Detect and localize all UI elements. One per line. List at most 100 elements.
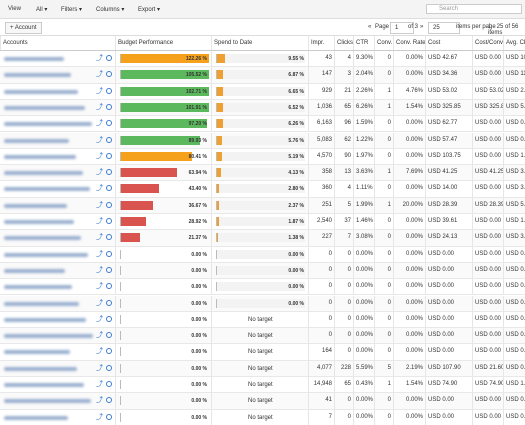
account-cell: ⤴ xyxy=(0,344,115,359)
chart-icon[interactable]: ⤴ xyxy=(96,250,103,258)
settings-icon[interactable] xyxy=(106,283,112,290)
settings-icon[interactable] xyxy=(106,413,112,420)
cell: USD 3. xyxy=(503,230,525,246)
cell: USD 0.00 xyxy=(425,328,472,344)
cell: 5 xyxy=(334,197,353,213)
settings-icon[interactable] xyxy=(106,201,112,208)
settings-icon[interactable] xyxy=(106,266,112,273)
cell: USD 0.00 xyxy=(425,311,472,328)
cell: 0 xyxy=(374,393,393,409)
cell: 1,036 xyxy=(308,99,334,116)
chart-icon[interactable]: ⤴ xyxy=(96,266,103,274)
table-row: ⤴ 0.00 % No target 7 0 0.00% 0 0.00% USD 0.00 USD… xyxy=(0,409,525,425)
budget-cell: 80.41 % xyxy=(115,148,211,165)
settings-icon[interactable] xyxy=(106,348,112,355)
chart-icon[interactable]: ⤴ xyxy=(96,364,103,372)
pager-next[interactable]: » xyxy=(420,24,424,30)
chart-icon[interactable]: ⤴ xyxy=(96,283,103,291)
column-header[interactable]: Cost xyxy=(425,36,472,50)
pager-prev[interactable]: « xyxy=(368,24,372,30)
settings-icon[interactable] xyxy=(106,152,112,159)
per-page-select[interactable]: 25 xyxy=(428,22,460,34)
chart-icon[interactable]: ⤴ xyxy=(96,120,103,128)
column-header[interactable]: Avg. CPC xyxy=(503,36,525,50)
settings-icon[interactable] xyxy=(106,364,112,371)
settings-icon[interactable] xyxy=(106,315,112,322)
chart-icon[interactable]: ⤴ xyxy=(96,201,103,209)
cell: USD 34.36 xyxy=(425,67,472,83)
chart-icon[interactable]: ⤴ xyxy=(96,103,103,111)
cell: 0 xyxy=(334,246,353,262)
chart-icon[interactable]: ⤴ xyxy=(96,299,103,307)
budget-cell: 105.52 % xyxy=(115,67,211,83)
toolbar-menu[interactable]: All ▾ xyxy=(36,7,48,13)
table-row: ⤴ 63.94 % 4.13 % 358 13 3.63% 1 7.69% USD 41.25 U… xyxy=(0,165,525,182)
settings-icon[interactable] xyxy=(106,397,112,404)
spend-track xyxy=(216,282,305,292)
chart-icon[interactable]: ⤴ xyxy=(96,381,103,388)
settings-icon[interactable] xyxy=(106,87,112,94)
column-header[interactable]: CTR xyxy=(353,36,374,50)
cell: USD 0.00 xyxy=(472,132,503,148)
chart-icon[interactable]: ⤴ xyxy=(96,185,103,193)
settings-icon[interactable] xyxy=(106,120,112,127)
settings-icon[interactable] xyxy=(106,250,112,257)
account-name-blurred xyxy=(4,350,70,355)
chart-icon[interactable]: ⤴ xyxy=(96,218,103,225)
chart-icon[interactable]: ⤴ xyxy=(96,136,103,144)
account-name-blurred xyxy=(4,220,74,224)
settings-icon[interactable] xyxy=(106,332,112,339)
column-header[interactable]: Cost/Conv. xyxy=(472,36,503,50)
column-header[interactable]: Budget Performance xyxy=(115,36,211,50)
toolbar-menu[interactable]: View xyxy=(8,6,21,12)
toolbar-menu[interactable]: Export ▾ xyxy=(138,7,161,13)
settings-icon[interactable] xyxy=(106,55,112,61)
table-row: ⤴ 0.00 % 0.00 % 0 0 0.00% 0 0.00% USD 0.00 USD 0.… xyxy=(0,279,525,296)
cell: USD 41.25 xyxy=(472,165,503,181)
page-input[interactable]: 1 xyxy=(390,22,414,34)
settings-icon[interactable] xyxy=(106,169,112,176)
chart-icon[interactable]: ⤴ xyxy=(96,87,103,95)
toolbar-menu[interactable]: Columns ▾ xyxy=(96,7,125,13)
chart-icon[interactable]: ⤴ xyxy=(96,315,103,323)
budget-cell: 0.00 % xyxy=(115,360,211,376)
account-name-blurred xyxy=(4,203,67,208)
settings-icon[interactable] xyxy=(106,71,112,78)
spend-bar xyxy=(217,233,219,243)
column-header[interactable]: Conv. xyxy=(374,36,393,50)
spend-cell: 0.00 % xyxy=(211,279,308,295)
toolbar-menu[interactable]: Filters ▾ xyxy=(61,7,83,13)
settings-icon[interactable] xyxy=(106,218,112,224)
account-name-blurred xyxy=(4,399,91,404)
cell: 20.00% xyxy=(393,197,425,213)
settings-icon[interactable] xyxy=(106,103,112,110)
column-header[interactable]: Spend to Date xyxy=(211,36,308,50)
spend-cell: 9.55 % xyxy=(211,51,308,67)
chart-icon[interactable]: ⤴ xyxy=(96,413,103,421)
column-header[interactable]: Accounts xyxy=(0,36,115,50)
search-box[interactable]: Search xyxy=(426,4,522,14)
settings-icon[interactable] xyxy=(106,299,112,306)
settings-icon[interactable] xyxy=(106,185,112,192)
chart-icon[interactable]: ⤴ xyxy=(96,169,103,177)
spend-bar xyxy=(217,168,221,178)
account-cell: ⤴ xyxy=(0,181,115,196)
chart-icon[interactable]: ⤴ xyxy=(96,55,103,62)
column-header[interactable]: Clicks xyxy=(334,36,353,50)
chart-icon[interactable]: ⤴ xyxy=(96,332,103,340)
add-account-button[interactable]: + Account xyxy=(5,22,42,34)
settings-icon[interactable] xyxy=(106,234,112,241)
chart-icon[interactable]: ⤴ xyxy=(96,152,103,160)
column-header[interactable]: Impr. xyxy=(308,36,334,50)
settings-icon[interactable] xyxy=(106,136,112,143)
column-header[interactable]: Conv. Rate xyxy=(393,36,425,50)
budget-label: 28.92 % xyxy=(188,219,207,225)
chart-icon[interactable]: ⤴ xyxy=(96,71,103,79)
cell: 0.43% xyxy=(353,377,374,393)
chart-icon[interactable]: ⤴ xyxy=(96,397,103,405)
chart-icon[interactable]: ⤴ xyxy=(96,234,103,242)
cell: 0 xyxy=(308,262,334,279)
settings-icon[interactable] xyxy=(106,381,112,387)
table-row: ⤴ 0.00 % 0.00 % 0 0 0.00% 0 0.00% USD 0.00 USD 0.… xyxy=(0,262,525,280)
chart-icon[interactable]: ⤴ xyxy=(96,348,103,356)
